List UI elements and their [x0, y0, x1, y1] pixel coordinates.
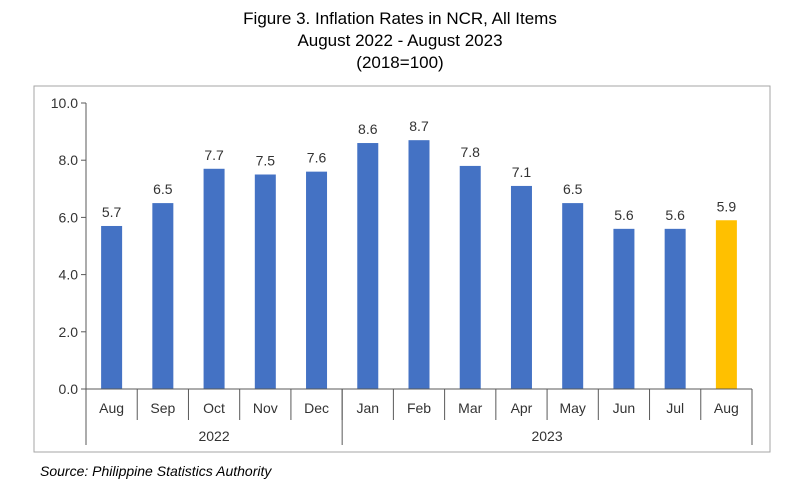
x-category-label: Jan	[356, 400, 379, 416]
bar-value-label: 5.7	[102, 204, 122, 220]
bar	[254, 174, 276, 389]
bar-value-label: 7.6	[307, 150, 327, 166]
bar-value-label: 6.5	[153, 181, 173, 197]
x-category-label: Mar	[458, 400, 482, 416]
x-category-label: Jun	[613, 400, 636, 416]
chart-title-block: Figure 3. Inflation Rates in NCR, All It…	[0, 8, 800, 74]
x-category-label: Feb	[407, 400, 431, 416]
x-group-label: 2023	[531, 428, 562, 444]
bar	[152, 203, 174, 389]
bar	[459, 165, 481, 389]
bar-value-label: 6.5	[563, 181, 583, 197]
bar-value-label: 5.6	[665, 207, 685, 223]
y-tick-label: 8.0	[59, 152, 79, 168]
bar	[613, 228, 635, 389]
x-category-label: May	[559, 400, 585, 416]
bar-value-label: 7.7	[204, 147, 224, 163]
y-axis: 0.0 2.0 4.0 6.0 8.0 10.0	[51, 95, 87, 397]
chart-frame	[33, 85, 771, 453]
x-category-label: Aug	[714, 400, 739, 416]
x-category-label: Jul	[666, 400, 684, 416]
bar	[664, 228, 686, 389]
y-tick-label: 6.0	[59, 209, 79, 225]
bar	[203, 168, 225, 389]
bar-value-label: 5.9	[717, 198, 737, 214]
bar	[510, 185, 532, 389]
bar	[715, 220, 737, 389]
x-category-label: Nov	[253, 400, 278, 416]
bar	[408, 140, 430, 389]
bar	[357, 143, 379, 389]
chart-subtitle: August 2022 - August 2023	[297, 31, 503, 50]
bar-value-label: 5.6	[614, 207, 634, 223]
x-category-label: Oct	[203, 400, 225, 416]
chart-title: Figure 3. Inflation Rates in NCR, All It…	[243, 9, 557, 28]
bar-value-label: 8.6	[358, 121, 378, 137]
source-note: Source: Philippine Statistics Authority	[40, 463, 272, 479]
y-tick-label: 4.0	[59, 267, 79, 283]
x-category-label: Sep	[150, 400, 175, 416]
bar-value-label: 8.7	[409, 118, 429, 134]
bar	[562, 203, 584, 389]
bar-value-label: 7.5	[256, 153, 276, 169]
chart-base-year: (2018=100)	[356, 53, 444, 72]
bar	[306, 171, 328, 389]
y-tick-label: 2.0	[59, 324, 79, 340]
x-category-label: Dec	[304, 400, 329, 416]
x-category-label: Aug	[99, 400, 124, 416]
x-axis: Aug Sep Oct Nov Dec Jan Feb Mar Apr May Jun Jul Aug 2…	[85, 388, 753, 445]
y-tick-label: 0.0	[59, 381, 79, 397]
x-group-label: 2022	[198, 428, 229, 444]
bar-value-label: 7.8	[460, 144, 480, 160]
bar	[101, 225, 123, 389]
x-category-label: Apr	[511, 400, 533, 416]
bar-value-label: 7.1	[512, 164, 532, 180]
y-tick-label: 10.0	[51, 95, 78, 111]
bars-group: 5.7 6.5 7.7 7.5 7.6 8.6 8.7 7.8 7.1 6.5 5.6 5.6 5.9	[101, 118, 737, 389]
